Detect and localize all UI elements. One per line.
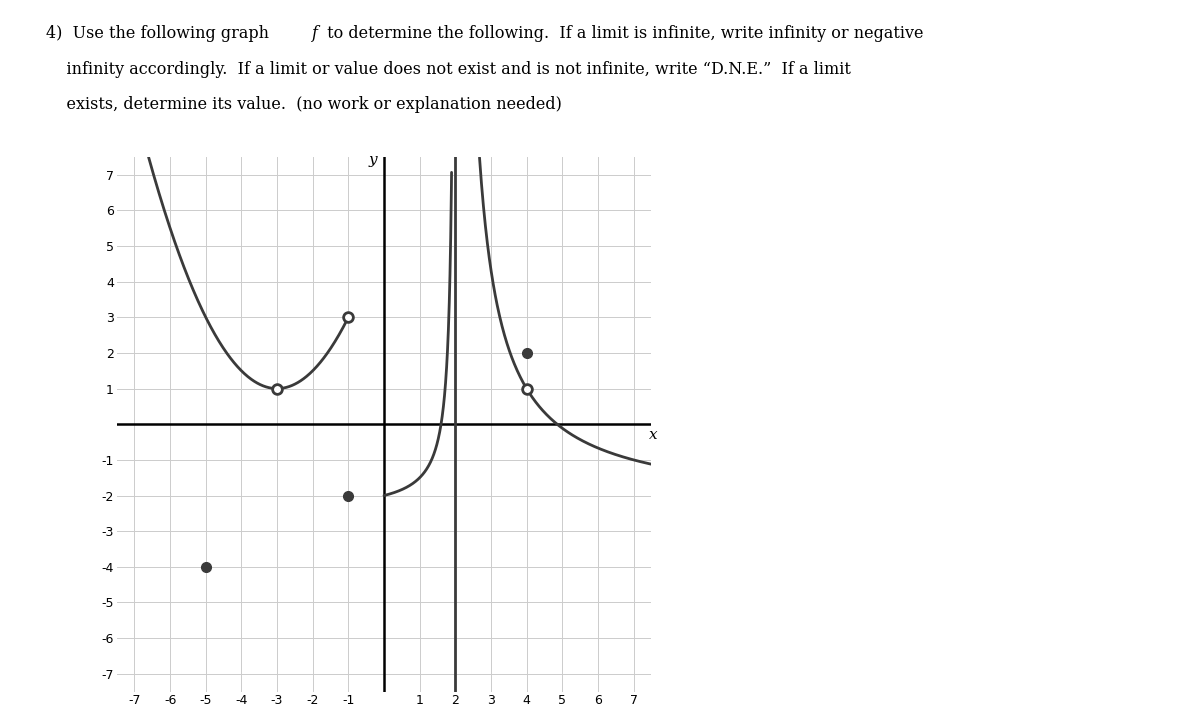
Text: 4)  Use the following graph: 4) Use the following graph xyxy=(46,25,274,42)
Text: x: x xyxy=(649,428,658,442)
Text: exists, determine its value.  (no work or explanation needed): exists, determine its value. (no work or… xyxy=(46,96,562,113)
Text: y: y xyxy=(368,153,378,168)
Text: f: f xyxy=(312,25,318,42)
Text: infinity accordingly.  If a limit or value does not exist and is not infinite, w: infinity accordingly. If a limit or valu… xyxy=(46,61,851,78)
Text: to determine the following.  If a limit is infinite, write infinity or negative: to determine the following. If a limit i… xyxy=(322,25,923,42)
